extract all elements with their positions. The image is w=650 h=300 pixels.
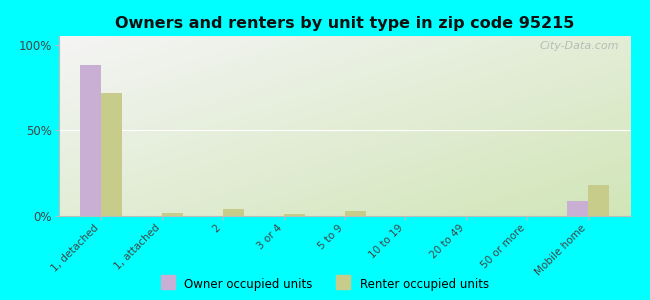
Bar xyxy=(567,201,588,216)
Bar xyxy=(283,214,305,216)
Bar xyxy=(101,93,122,216)
Title: Owners and renters by unit type in zip code 95215: Owners and renters by unit type in zip c… xyxy=(115,16,574,31)
Bar xyxy=(223,209,244,216)
Bar xyxy=(344,211,366,216)
Bar xyxy=(80,65,101,216)
Text: City-Data.com: City-Data.com xyxy=(540,41,619,51)
Bar xyxy=(588,185,609,216)
Bar xyxy=(162,213,183,216)
Legend: Owner occupied units, Renter occupied units: Owner occupied units, Renter occupied un… xyxy=(161,278,489,291)
